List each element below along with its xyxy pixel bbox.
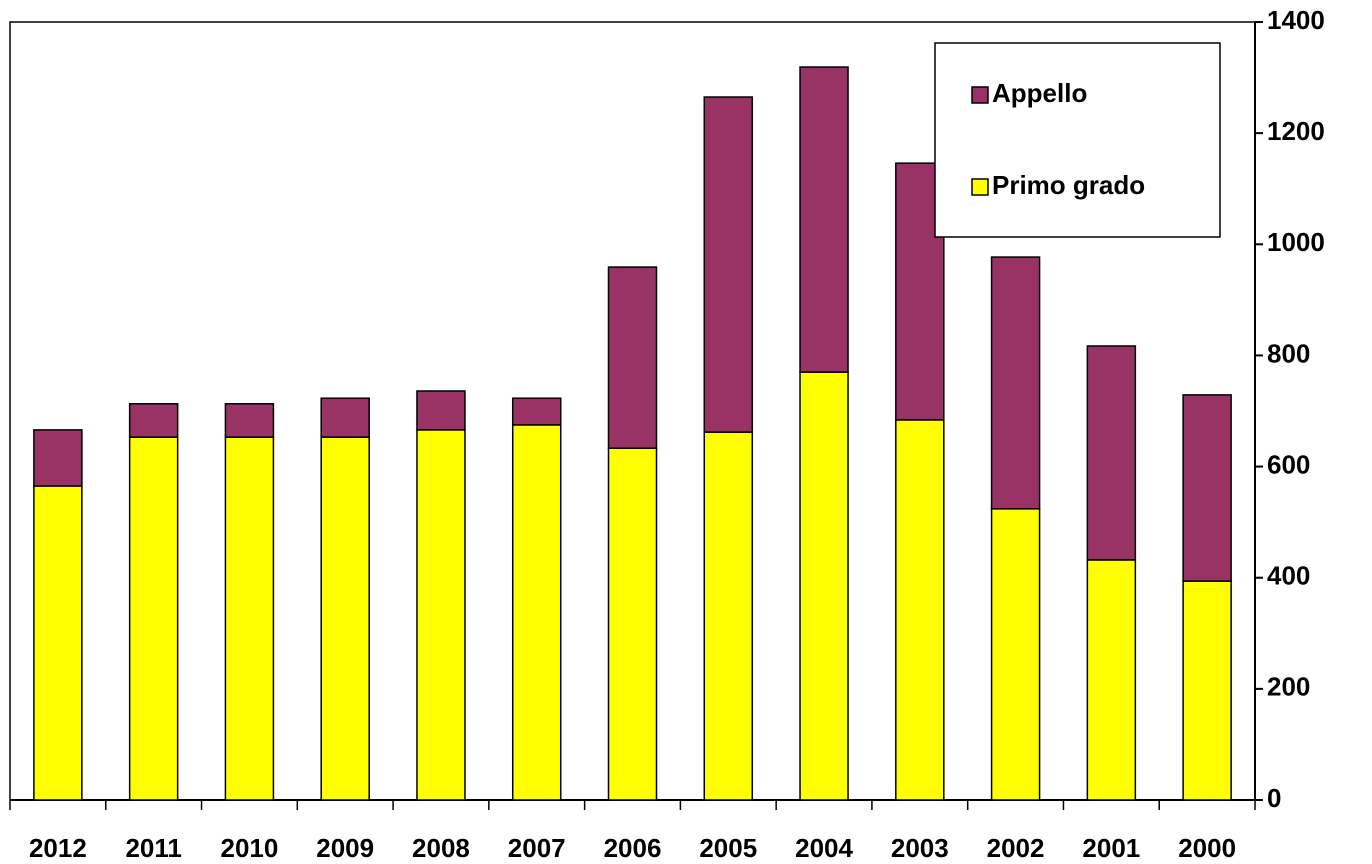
bar-segment bbox=[33, 429, 83, 487]
bar-segment bbox=[33, 485, 83, 801]
y-tick-label: 1200 bbox=[1267, 116, 1325, 146]
y-tick-label: 0 bbox=[1267, 783, 1281, 813]
bar-segment bbox=[1182, 394, 1232, 582]
bar-segment bbox=[511, 424, 562, 801]
x-tick-label: 2010 bbox=[221, 833, 279, 863]
bar-segment bbox=[799, 66, 849, 373]
y-tick-label: 200 bbox=[1267, 672, 1310, 702]
y-tick-label: 1000 bbox=[1267, 227, 1325, 257]
x-tick-label: 2007 bbox=[508, 833, 566, 863]
legend-box bbox=[934, 42, 1221, 238]
bar-segment bbox=[799, 371, 849, 801]
legend-label: Primo grado bbox=[992, 170, 1145, 200]
bar-segment bbox=[416, 429, 466, 801]
bar-segment bbox=[128, 436, 179, 801]
bar-segment bbox=[1086, 559, 1137, 801]
x-tick-label: 2004 bbox=[795, 833, 853, 863]
y-tick-label: 600 bbox=[1267, 449, 1310, 479]
x-tick-label: 2006 bbox=[604, 833, 662, 863]
bar-segment bbox=[416, 390, 466, 431]
bar-segment bbox=[320, 397, 370, 438]
x-tick-label: 2012 bbox=[29, 833, 87, 863]
x-tick-label: 2002 bbox=[987, 833, 1045, 863]
y-tick-label: 1400 bbox=[1267, 5, 1325, 35]
bar-segment bbox=[1182, 580, 1232, 801]
x-tick-label: 2005 bbox=[699, 833, 757, 863]
bar-segment bbox=[320, 436, 370, 801]
x-tick-label: 2003 bbox=[891, 833, 949, 863]
x-tick-label: 2009 bbox=[316, 833, 374, 863]
x-tick-label: 2000 bbox=[1178, 833, 1236, 863]
bar-segment bbox=[990, 508, 1041, 801]
bar-segment bbox=[990, 256, 1041, 510]
bar-segment bbox=[1086, 345, 1137, 561]
x-tick-label: 2011 bbox=[125, 833, 181, 863]
legend-label: Appello bbox=[992, 78, 1087, 108]
bar-segment bbox=[224, 436, 275, 801]
x-tick-label: 2008 bbox=[412, 833, 470, 863]
legend-swatch bbox=[971, 178, 989, 196]
bar-segment bbox=[607, 266, 658, 449]
bar-segment bbox=[607, 447, 658, 801]
bar-segment bbox=[128, 403, 179, 438]
x-tick-label: 2001 bbox=[1082, 833, 1140, 863]
bar-segment bbox=[895, 419, 945, 801]
bar-segment bbox=[703, 96, 754, 433]
y-tick-label: 800 bbox=[1267, 338, 1310, 368]
bar-segment bbox=[224, 403, 275, 438]
bar-segment bbox=[511, 397, 562, 426]
bar-segment bbox=[703, 431, 754, 801]
legend-swatch bbox=[971, 86, 989, 104]
y-tick-label: 400 bbox=[1267, 561, 1310, 591]
